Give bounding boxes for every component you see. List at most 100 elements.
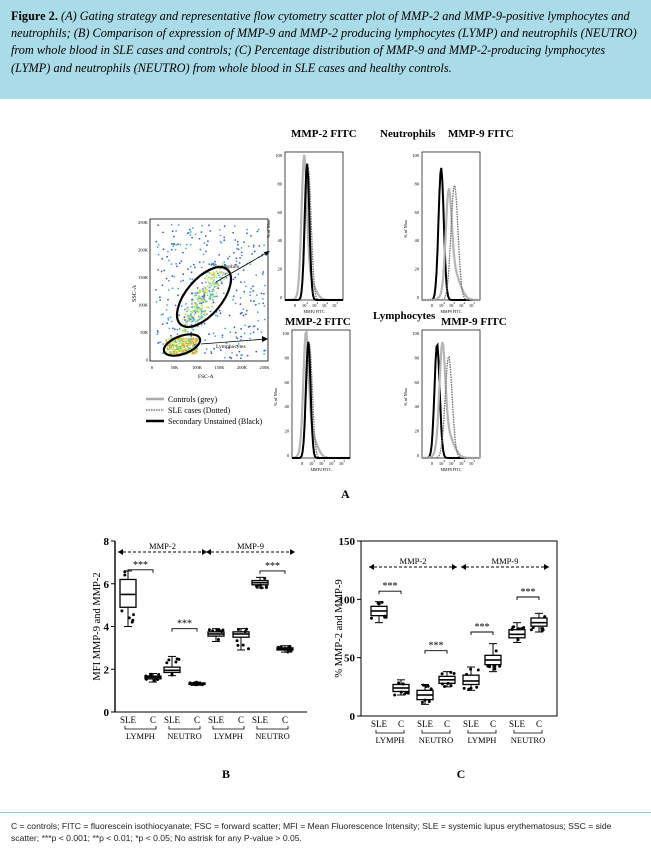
scatter-dot xyxy=(232,298,235,301)
scatter-dot xyxy=(203,292,206,295)
scatter-dot xyxy=(213,285,216,288)
data-point xyxy=(276,645,280,649)
data-point xyxy=(393,693,397,697)
scatter-dot xyxy=(184,349,186,352)
scatter-dot xyxy=(191,311,194,314)
scatter-dot xyxy=(239,339,242,341)
legend-unstained: Secondary Unstained (Black) xyxy=(168,417,263,426)
scatter-dot xyxy=(191,300,193,303)
data-point xyxy=(465,672,469,676)
data-point xyxy=(245,627,248,631)
scatter-dot xyxy=(219,268,221,271)
header-top-left: MMP-2 FITC xyxy=(291,128,357,140)
scatter-dot xyxy=(240,357,242,360)
scatter-dot xyxy=(216,285,219,288)
scatter-dot xyxy=(253,300,255,303)
scatter-dot xyxy=(179,350,181,352)
histogram-xtick: 103 xyxy=(312,301,319,308)
scatter-dot xyxy=(211,305,214,308)
figure-caption-text: (A) Gating strategy and representative f… xyxy=(11,9,637,75)
scatter-dot xyxy=(258,245,261,247)
scatter-dot xyxy=(182,279,184,282)
scatter-dot xyxy=(157,244,160,246)
data-point xyxy=(475,685,479,689)
data-point xyxy=(449,684,453,688)
scatter-dot xyxy=(171,230,174,233)
scatter-dot xyxy=(255,274,258,277)
scatter-dot xyxy=(194,338,197,340)
scatter-ytick-label: 0 xyxy=(146,358,149,363)
group-bracket xyxy=(256,726,289,730)
scatter-dot xyxy=(202,261,205,263)
scatter-dot xyxy=(228,314,231,317)
bracket-label: MMP-2 xyxy=(400,556,427,566)
scatter-dot xyxy=(187,314,189,317)
scatter-dot xyxy=(215,287,218,290)
scatter-dot xyxy=(160,314,163,316)
scatter-dot xyxy=(223,261,226,264)
scatter-dot xyxy=(185,321,188,323)
scatter-dot xyxy=(197,292,200,294)
scatter-dot xyxy=(175,345,178,348)
scatter-dot xyxy=(178,262,181,265)
scatter-dot xyxy=(181,329,184,332)
histogram-curve-unstained xyxy=(292,341,350,459)
histogram-xtick: 104 xyxy=(322,301,329,308)
scatter-dot xyxy=(197,319,199,322)
scatter-dot xyxy=(219,234,222,237)
scatter-dot xyxy=(156,331,159,334)
scatter-dot xyxy=(189,231,192,233)
scatter-dot xyxy=(179,347,182,350)
scatter-dot xyxy=(194,320,197,323)
data-point xyxy=(423,698,427,702)
scatter-dot xyxy=(236,247,238,250)
histogram-xtick: 104 xyxy=(459,301,466,308)
scatter-dot xyxy=(253,250,256,253)
scatter-dot xyxy=(186,349,189,352)
scatter-dot xyxy=(239,257,242,259)
scatter-dot xyxy=(201,299,203,301)
data-point xyxy=(449,670,453,674)
scatter-dot xyxy=(196,298,199,301)
scatter-xtick-label: 50K xyxy=(171,365,180,370)
data-point xyxy=(235,639,239,643)
scatter-dot xyxy=(219,349,222,352)
gate-label-lymphocytes: Lymphocytes xyxy=(216,344,246,350)
bracket-arrow-right xyxy=(544,564,549,570)
footnote-divider xyxy=(0,812,651,813)
scatter-dot xyxy=(189,339,191,341)
scatter-ytick-label: 200K xyxy=(138,248,149,253)
scatter-dot xyxy=(204,352,206,354)
scatter-xtick-label: 200K xyxy=(237,365,248,370)
scatter-dot xyxy=(166,255,168,258)
scatter-dot xyxy=(161,323,164,325)
data-point xyxy=(543,615,547,619)
scatter-dot xyxy=(183,340,186,343)
scatter-dot xyxy=(179,243,182,246)
scatter-dot xyxy=(192,351,194,354)
scatter-dot xyxy=(240,328,243,330)
scatter-dot xyxy=(175,244,178,246)
scatter-dot xyxy=(201,316,204,318)
scatter-dot xyxy=(204,295,207,297)
scatter-dot xyxy=(209,277,212,279)
scatter-dot xyxy=(189,278,191,280)
scatter-dot xyxy=(208,224,210,227)
histogram-ytick: 80 xyxy=(415,181,420,186)
legend-sle: SLE cases (Dotted) xyxy=(168,406,231,415)
scatter-dot xyxy=(175,230,177,232)
category-label: C xyxy=(444,719,450,729)
histogram-xlabel: MMP9 FITC xyxy=(440,309,461,314)
scatter-dot xyxy=(203,296,205,299)
scatter-dot xyxy=(206,285,209,287)
scatter-dot xyxy=(236,337,239,340)
scatter-dot xyxy=(247,245,250,248)
scatter-dot xyxy=(263,349,266,352)
group-bracket xyxy=(375,730,405,734)
data-point xyxy=(397,681,401,685)
significance-label: *** xyxy=(177,619,192,630)
scatter-dot xyxy=(218,309,221,312)
scatter-dot xyxy=(194,307,196,310)
data-point xyxy=(200,683,204,687)
scatter-dot xyxy=(173,276,176,278)
